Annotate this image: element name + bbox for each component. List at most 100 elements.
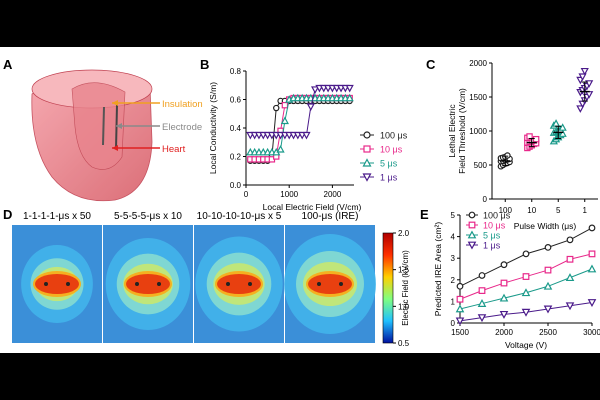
legend-marker <box>468 221 476 229</box>
data-point <box>588 250 596 258</box>
y-axis-label: Predicted IRE Area (cm²) <box>433 222 443 317</box>
x-tick-label: 10 <box>527 206 536 215</box>
data-point <box>273 104 280 112</box>
data-point <box>477 298 487 307</box>
x-tick-label: 2000 <box>495 328 513 337</box>
electrode-right <box>248 282 252 286</box>
y-tick-label: 0.0 <box>230 181 242 190</box>
heart-arrowhead <box>112 145 118 151</box>
data-point <box>306 103 315 111</box>
y-tick-label: 0 <box>483 195 488 204</box>
x-tick-label: 1500 <box>451 328 469 337</box>
x-tick-label: 2000 <box>324 190 342 199</box>
legend-label: 5 μs <box>380 159 398 169</box>
panel-label-a: A <box>3 57 13 72</box>
electrode-exposed <box>115 104 118 150</box>
y-tick-label: 0.2 <box>230 153 242 162</box>
legend-label: 10 μs <box>380 145 403 155</box>
colorbar-tick-label: 0.5 <box>398 339 410 348</box>
y-axis-label: Local Conductivity (S/m) <box>208 82 218 174</box>
legend-marker <box>467 230 477 239</box>
electrode-left <box>44 282 48 286</box>
data-point <box>587 264 597 273</box>
panel-label-c: C <box>426 57 436 72</box>
electrode-left <box>226 282 230 286</box>
data-point <box>587 299 597 308</box>
data-point <box>543 281 553 290</box>
data-point <box>565 302 575 311</box>
electrode-right <box>339 282 343 286</box>
electrode-right <box>66 282 70 286</box>
map-4-title: 100-μs (IRE) <box>302 211 359 222</box>
legend-label: 1 μs <box>483 241 501 251</box>
data-point <box>455 317 465 326</box>
y-tick-label: 2 <box>451 276 456 285</box>
legend-marker <box>363 145 371 153</box>
legend-label: 1 μs <box>380 173 398 183</box>
y-tick-label: 3 <box>451 254 456 263</box>
chart-e-ire-area: 0 1 2 3 4 5 1500 2000 2500 3000 Voltage (V) Predict… <box>433 211 600 351</box>
heart-cavity <box>71 82 126 170</box>
data-point <box>456 295 464 303</box>
data-point <box>565 273 575 282</box>
series-line <box>250 97 350 160</box>
legend-label: 10 μs <box>483 221 506 231</box>
field-contour-core <box>126 274 170 294</box>
colorbar <box>382 232 394 344</box>
data-point <box>499 293 509 302</box>
y-tick-label: 0.6 <box>230 96 242 105</box>
data-point <box>345 84 354 93</box>
colorbar-label: Electric Field (kV/cm) <box>401 250 410 326</box>
electrode-left <box>135 282 139 286</box>
figure-canvas: A B C D E Insulation Electrode Heart 0.0… <box>3 57 600 351</box>
data-point <box>500 261 508 269</box>
chart-d-field-maps: 1-1-1-1-μs x 50 5-5-5-5-μs x 10 10-10-10… <box>12 211 410 348</box>
field-contour-core <box>35 274 79 294</box>
colorbar-tick-label: 2.0 <box>398 229 410 238</box>
data-point <box>588 224 596 232</box>
data-point <box>311 86 320 94</box>
panel-label-b: B <box>200 57 209 72</box>
legend-label: 5 μs <box>483 231 501 241</box>
chart-b-conductivity: 0.0 0.2 0.4 0.6 0.8 0 1000 2000 Local Electric F… <box>208 67 408 212</box>
legend-marker <box>362 158 372 167</box>
colorbar-tick-label: 1.0 <box>398 302 410 311</box>
data-point <box>499 310 509 319</box>
data-point <box>532 135 540 143</box>
data-point <box>578 73 587 81</box>
data-point <box>522 250 530 258</box>
legend-label: 100 μs <box>380 131 408 141</box>
data-point <box>478 287 486 295</box>
heart-label: Heart <box>162 144 186 155</box>
y-tick-label: 0 <box>451 319 456 328</box>
data-point <box>477 314 487 323</box>
x-tick-label: 3000 <box>583 328 600 337</box>
x-tick-label: 1 <box>583 206 588 215</box>
y-axis-label: Lethal Electric <box>447 104 457 158</box>
field-contour-core <box>308 274 352 294</box>
data-point <box>281 101 289 109</box>
electrode-label: Electrode <box>162 122 202 133</box>
legend-marker <box>468 211 476 219</box>
map-3-title: 10-10-10-10-μs x 5 <box>197 211 282 222</box>
x-tick-label: 5 <box>556 206 561 215</box>
figure-panel: A B C D E Insulation Electrode Heart 0.0… <box>0 47 600 353</box>
y-axis-label: Field Threshold (V/cm) <box>457 88 467 174</box>
data-point <box>500 279 508 287</box>
y-tick-label: 1000 <box>469 127 487 136</box>
field-contour-core <box>217 274 261 294</box>
data-point <box>544 243 552 251</box>
data-point <box>526 133 533 140</box>
data-point <box>566 255 574 263</box>
panel-label-d: D <box>3 207 12 222</box>
data-point <box>566 236 574 244</box>
y-tick-label: 0.4 <box>230 124 242 133</box>
legend-marker <box>362 173 372 182</box>
data-point <box>576 105 585 113</box>
y-tick-label: 500 <box>474 161 488 170</box>
data-point <box>504 152 511 159</box>
x-axis-label: Voltage (V) <box>505 340 547 350</box>
data-point <box>521 288 531 297</box>
y-tick-label: 0.8 <box>230 67 242 76</box>
data-point <box>544 266 552 274</box>
